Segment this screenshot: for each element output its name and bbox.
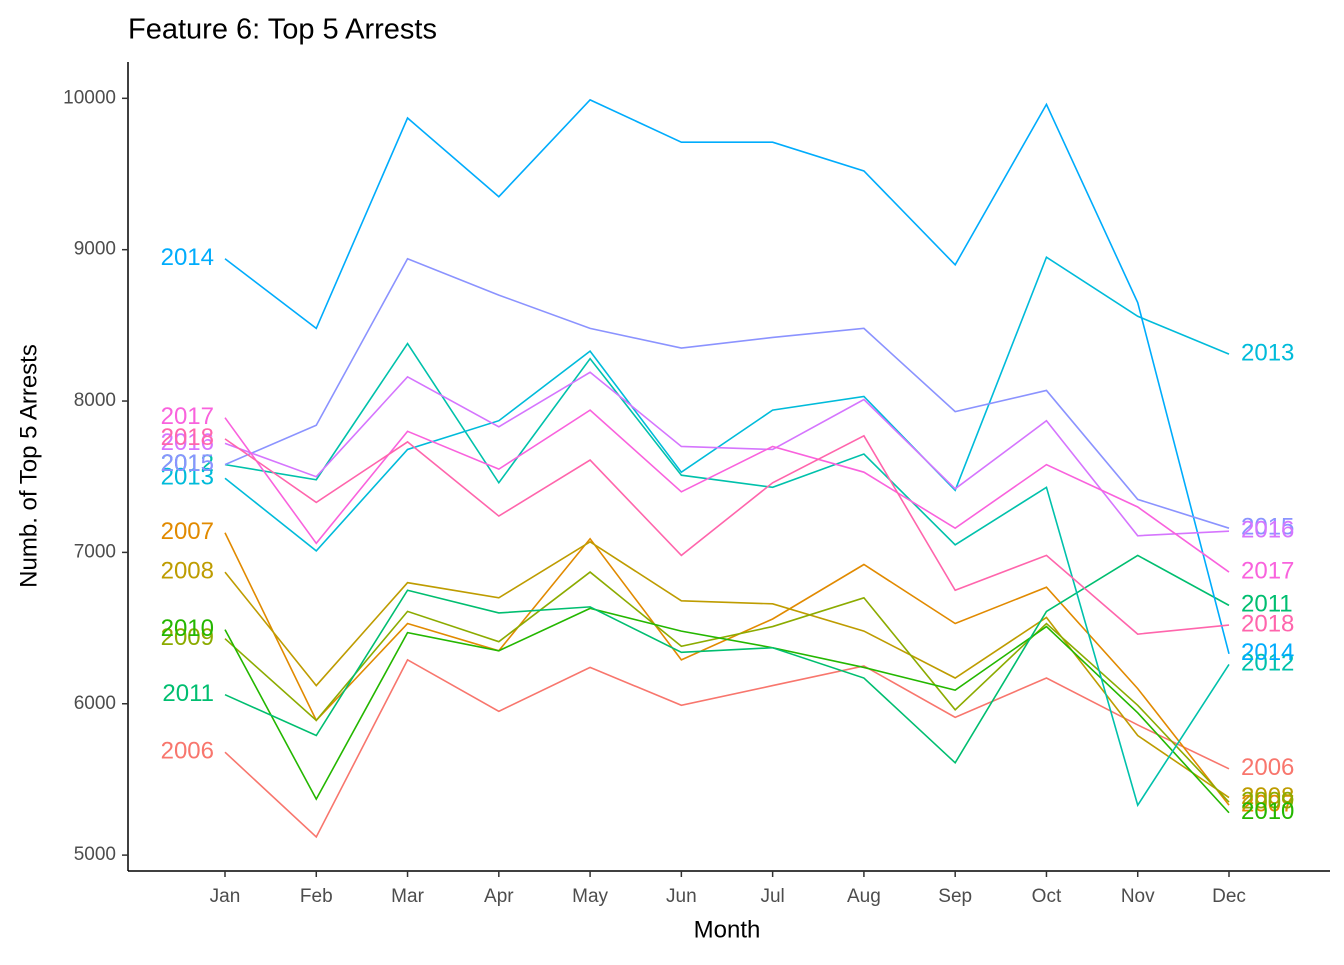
series-label-start: 2012 [161,450,214,477]
series-line [224,256,1230,552]
y-tick-label: 6000 [74,693,116,714]
series-line [224,554,1230,765]
series-label-end: 2011 [1241,591,1293,618]
series-line [224,409,1230,573]
series-label-end: 2016 [1241,517,1294,544]
series-label-start: 2017 [161,403,214,430]
series-label-start: 2009 [161,624,214,651]
series-line [224,607,1230,814]
x-tick-label: Sep [938,886,972,907]
x-axis-label: Month [694,916,761,943]
series-line [224,98,1230,655]
series-label-end: 2014 [1241,639,1294,666]
series-label-start: 2014 [161,244,214,271]
chart-title: Feature 6: Top 5 Arrests [128,14,437,46]
series-label-start: 2010 [161,615,214,642]
series-label-start: 2008 [161,557,214,584]
y-axis-label: Numb. of Top 5 Arrests [15,344,42,588]
series-label-start: 2011 [162,680,214,707]
series-line [224,434,1230,635]
y-tick-label: 8000 [74,390,116,411]
series-label-end: 2015 [1241,514,1294,541]
x-tick-label: May [572,886,608,907]
x-tick-label: Apr [484,886,514,907]
y-tick-label: 7000 [74,541,116,562]
series-label-end: 2013 [1241,339,1294,366]
y-tick-label: 10000 [63,87,116,108]
series-label-start: 2015 [161,450,214,477]
x-tick-label: Feb [300,886,333,907]
series-line [224,540,1230,799]
series-line [224,257,1230,529]
series-label-end: 2017 [1241,557,1294,584]
x-tick-label: Dec [1212,886,1246,907]
series-label-start: 2006 [161,738,214,765]
series-label-start: 2013 [161,464,214,491]
series-label-start: 2016 [161,429,214,456]
x-tick-label: Jun [666,886,697,907]
series-label-end: 2018 [1241,610,1294,637]
series-label-end: 2012 [1241,650,1294,677]
series-label-end: 2008 [1241,783,1294,810]
series-line [224,342,1230,808]
series-line [224,532,1230,806]
x-tick-label: Aug [847,886,881,907]
series-label-end: 2010 [1241,798,1294,825]
x-tick-label: Oct [1032,886,1062,907]
x-tick-label: Mar [391,886,424,907]
x-tick-label: Jan [210,886,241,907]
y-tick-label: 9000 [74,239,116,260]
series-line [224,571,1230,803]
series-label-end: 2006 [1241,754,1294,781]
series-line [224,658,1230,839]
series-label-start: 2007 [161,518,214,545]
series-line [224,371,1230,537]
series-label-start: 2018 [161,424,214,451]
series-label-end: 2007 [1241,791,1294,818]
y-tick-label: 5000 [74,844,116,865]
x-tick-label: Jul [760,886,784,907]
x-tick-label: Nov [1121,886,1155,907]
series-label-end: 2009 [1241,787,1294,814]
